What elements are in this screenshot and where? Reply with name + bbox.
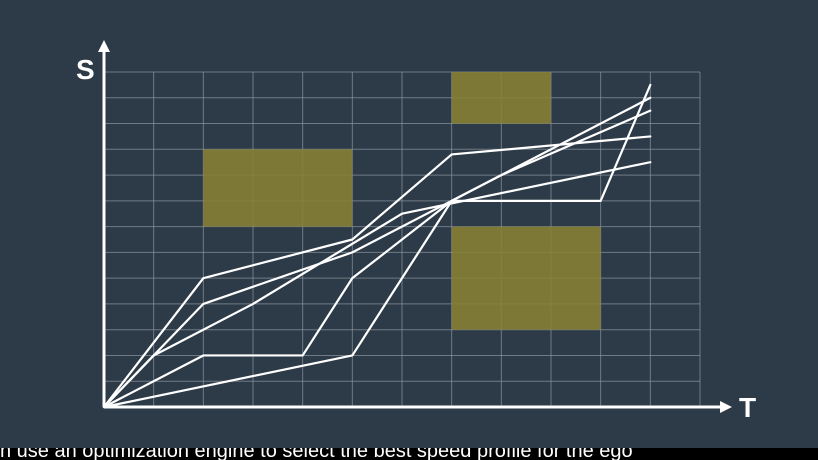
obstacle-region	[203, 149, 353, 227]
speed-profile-line	[102, 83, 652, 409]
y-axis-arrow-icon	[98, 40, 110, 52]
axes	[98, 40, 732, 413]
obstacle-region	[451, 226, 601, 330]
caption-bar: n use an optimization engine to select t…	[0, 448, 818, 460]
obstacle-region	[451, 72, 551, 124]
speed-profile-line	[102, 109, 652, 409]
speed-profiles	[102, 83, 652, 409]
speed-profile-line	[102, 135, 652, 409]
x-axis-label: T	[739, 392, 757, 423]
speed-profile-line	[102, 161, 652, 409]
obstacle-regions	[203, 72, 601, 330]
x-axis-arrow-icon	[720, 401, 732, 413]
caption-text: n use an optimization engine to select t…	[0, 448, 633, 460]
y-axis-label: S	[76, 54, 95, 85]
speed-profile-line	[102, 96, 652, 409]
